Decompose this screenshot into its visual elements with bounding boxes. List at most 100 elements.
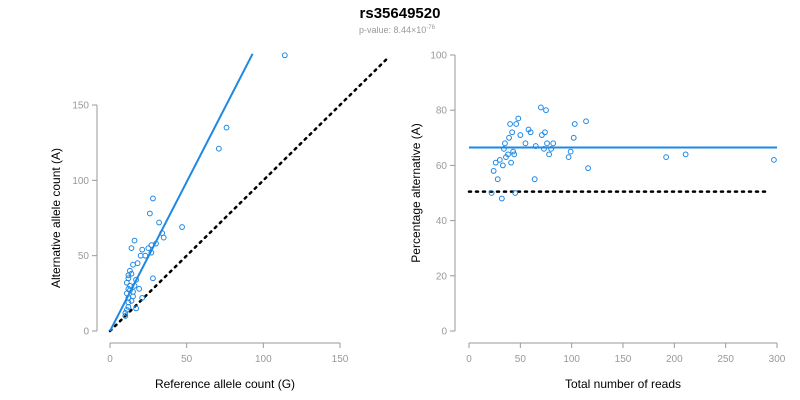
panel1-point-40 — [585, 165, 591, 172]
panel1-point-14 — [509, 129, 516, 136]
panel1-x-tick-label-6: 300 — [769, 354, 786, 365]
panel0-point-1 — [122, 310, 129, 316]
panel1-point-30 — [543, 107, 549, 114]
panel0-point-17 — [127, 287, 133, 294]
panel1-x-tick-label-5: 250 — [717, 354, 734, 365]
p-value-text: p-value: 8.44×10 — [359, 25, 426, 35]
panel1-x-tick-label-0: 0 — [466, 354, 472, 365]
panel1-y-tick-label-4: 80 — [436, 106, 448, 117]
panel0-point-22 — [130, 261, 136, 268]
panel0-point-19 — [133, 276, 139, 283]
panel0-point-33 — [153, 240, 159, 247]
panel0-point-39 — [133, 305, 139, 312]
panel1-y-tick-label-0: 0 — [441, 327, 447, 338]
panel1-x-tick-label-1: 50 — [515, 354, 527, 365]
panel0-x-tick-label-2: 100 — [255, 354, 272, 365]
panel1-point-27 — [538, 132, 545, 138]
panel0-point-23 — [134, 260, 141, 267]
panel1-point-41 — [663, 154, 670, 161]
panel0-point-42 — [223, 124, 230, 131]
panel1-point-17 — [512, 190, 519, 196]
panel0-point-40 — [136, 285, 143, 292]
panel0-point-7 — [125, 285, 132, 292]
panel1-point-39 — [583, 118, 589, 125]
panel1-point-12 — [507, 121, 513, 127]
panel0-x-axis-title: Reference allele count (G) — [155, 377, 295, 391]
panel0-y-axis-title: Alternative allele count (A) — [49, 148, 63, 288]
panel1-point-16 — [511, 151, 518, 158]
panel0-fit-line — [109, 53, 254, 332]
panel1-y-tick-label-2: 40 — [436, 216, 448, 227]
panel0-point-12 — [128, 270, 135, 277]
panel1-point-3 — [494, 176, 501, 183]
panel1-y-axis-title: Percentage alternative (A) — [409, 123, 423, 262]
panel0-point-31 — [150, 195, 156, 202]
panel1-y-tick-label-1: 20 — [436, 271, 448, 282]
panel0-point-34 — [156, 219, 162, 226]
panel1-point-19 — [515, 115, 522, 122]
panel0-reference-line — [108, 55, 391, 333]
panel0-y-tick-label-3: 150 — [72, 101, 89, 112]
panel0-point-27 — [145, 245, 152, 252]
panel1-point-10 — [505, 151, 511, 158]
panel1-y-tick-label-5: 100 — [430, 51, 447, 62]
panel1-point-7 — [501, 145, 507, 152]
panel1-point-23 — [527, 129, 534, 136]
panel1-point-24 — [531, 176, 538, 183]
panel0-point-2 — [123, 307, 130, 313]
panel1-point-25 — [532, 143, 539, 149]
panel0-point-43 — [281, 52, 288, 59]
panel0-point-37 — [179, 224, 185, 230]
percentage-alternative-scatter-panel: 0 50 100 150 200 250 300 0 20 40 60 80 100 Total numb… — [409, 51, 786, 392]
panel1-point-34 — [550, 140, 557, 147]
panel1-point-32 — [546, 151, 552, 158]
p-value-exponent: -76 — [426, 25, 435, 31]
panel0-point-36 — [160, 234, 167, 241]
panel1-point-21 — [522, 140, 529, 147]
panel1-point-31 — [544, 140, 550, 147]
chart-title: rs35649520 — [360, 5, 441, 22]
panel0-point-10 — [125, 275, 132, 282]
panel0-x-tick-label-3: 150 — [332, 354, 349, 365]
panel1-point-29 — [542, 129, 548, 136]
panel1-point-36 — [567, 148, 574, 155]
panel1-point-6 — [499, 162, 506, 169]
panel0-point-41 — [215, 145, 222, 152]
panel1-point-37 — [570, 134, 577, 141]
panel1-point-26 — [537, 104, 544, 111]
panel0-point-16 — [130, 288, 136, 295]
panel1-x-axis-title: Total number of reads — [565, 377, 681, 391]
panel1-point-42 — [682, 151, 689, 158]
panel0-point-26 — [142, 252, 149, 259]
panel1-x-tick-label-2: 100 — [563, 354, 580, 365]
panel0-point-0 — [122, 313, 129, 319]
panel1-x-tick-label-4: 200 — [666, 354, 683, 365]
panel0-point-30 — [146, 210, 153, 217]
panel1-point-35 — [565, 154, 572, 161]
chart-subtitle: p-value: 8.44×10-76 — [359, 25, 436, 35]
panel1-point-38 — [571, 121, 578, 127]
panel0-point-25 — [139, 246, 146, 253]
panel1-point-0 — [488, 190, 495, 196]
panel0-y-tick-label-2: 100 — [72, 176, 89, 187]
panel0-y-tick-label-0: 0 — [83, 327, 89, 338]
panel0-point-21 — [131, 237, 138, 244]
panel0-point-28 — [148, 249, 155, 256]
panel1-point-4 — [496, 156, 503, 163]
panel1-point-1 — [490, 168, 497, 174]
panel0-point-13 — [127, 267, 133, 274]
panel1-x-tick-label-3: 150 — [615, 354, 632, 365]
panel1-point-33 — [548, 145, 555, 152]
panel0-point-32 — [150, 275, 156, 282]
panel1-point-2 — [492, 159, 499, 166]
panel0-point-18 — [131, 282, 138, 289]
panel1-point-13 — [508, 159, 514, 166]
panel1-point-5 — [498, 195, 505, 202]
panel1-point-11 — [506, 134, 512, 141]
panel1-point-8 — [502, 140, 508, 147]
panel0-x-tick-label-0: 0 — [107, 354, 113, 365]
panel1-point-15 — [510, 148, 517, 155]
panel1-point-20 — [517, 132, 524, 138]
allele-count-scatter-panel: 0 50 100 150 0 50 100 150 Reference allele count… — [49, 52, 391, 391]
